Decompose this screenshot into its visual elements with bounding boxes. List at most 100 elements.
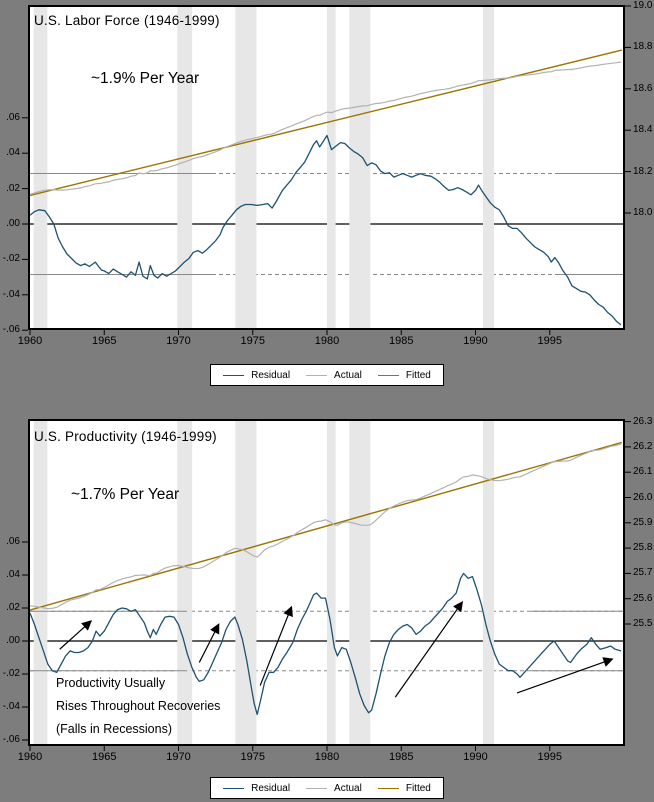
right-tick-label: 25.5 — [633, 618, 653, 629]
recession-band — [235, 421, 257, 744]
right-tick-label: 25.8 — [633, 542, 653, 554]
plot-border — [28, 5, 625, 330]
x-tick-label: 1975 — [240, 335, 265, 347]
x-tick-label: 1980 — [314, 751, 340, 763]
chart2-growth-annotation: ~1.7% Per Year — [71, 486, 180, 503]
recession-band — [349, 421, 371, 744]
right-tick-label: 18.0 — [633, 207, 653, 218]
residual-line-sample — [223, 374, 245, 376]
left-tick-label: .00 — [6, 635, 20, 646]
x-tick-label: 1985 — [389, 751, 414, 763]
legend-item-residual: Residual — [223, 370, 290, 381]
left-tick-label: -.02 — [2, 253, 20, 265]
fitted-series — [29, 49, 622, 197]
legend-item-actual: Actual — [306, 370, 362, 381]
x-tick-label: 1985 — [389, 335, 414, 347]
recovery-arrow — [259, 605, 293, 686]
x-tick-label: 1995 — [537, 335, 562, 347]
recovery-arrow — [394, 600, 464, 698]
chart1-legend: Residual Actual Fitted — [210, 364, 444, 386]
actual-series — [29, 443, 622, 610]
chart2-title: U.S. Productivity (1946-1999) — [34, 429, 217, 444]
x-tick-label: 1960 — [17, 751, 43, 763]
actual-line-sample — [306, 374, 328, 376]
legend-actual-label: Actual — [334, 369, 362, 381]
legend-fitted-label: Fitted — [405, 782, 431, 794]
plot-area — [30, 7, 623, 328]
right-tick-label: 18.6 — [633, 82, 653, 94]
right-tick-label: 18.8 — [633, 41, 653, 53]
x-tick-label: 1960 — [17, 335, 43, 347]
x-tick-label: 1970 — [166, 751, 191, 763]
fitted-line-sample — [377, 374, 399, 376]
chart1-title: U.S. Labor Force (1946-1999) — [34, 13, 220, 28]
recovery-arrow — [198, 623, 220, 663]
recovery-arrow — [516, 657, 614, 694]
recession-band — [349, 7, 371, 328]
recession-band — [327, 421, 336, 744]
x-tick-label: 1965 — [92, 335, 117, 347]
chart2-note-line1: Productivity Usually — [56, 676, 166, 690]
left-tick-label: .02 — [6, 182, 20, 194]
legend-item-residual: Residual — [223, 783, 290, 794]
left-tick-label: -.02 — [2, 668, 20, 679]
recession-band — [235, 7, 257, 328]
right-tick-label: 25.7 — [633, 567, 653, 579]
recession-band — [177, 421, 193, 744]
recession-band — [177, 7, 193, 328]
right-tick-label: 26.1 — [633, 466, 653, 478]
legend-item-fitted: Fitted — [377, 782, 431, 794]
chart2-note-line3: (Falls in Recessions) — [56, 722, 173, 736]
right-tick-label: 18.2 — [633, 165, 653, 177]
residual-series — [29, 572, 622, 716]
plot-border — [28, 419, 625, 746]
chart2-legend: Residual Actual Fitted — [210, 777, 444, 799]
recovery-arrow — [59, 620, 93, 650]
x-tick-label: 1970 — [166, 335, 191, 347]
fitted-series — [29, 441, 622, 611]
left-tick-label: .06 — [6, 111, 20, 123]
chart2-note-line2: Rises Throughout Recoveries — [56, 699, 221, 713]
right-tick-label: 25.9 — [633, 516, 653, 528]
legend-item-fitted: Fitted — [377, 369, 431, 381]
x-tick-label: 1980 — [314, 335, 340, 347]
left-tick-label: -.04 — [2, 288, 20, 300]
legend-residual-label: Residual — [251, 782, 291, 794]
chart1-growth-annotation: ~1.9% Per Year — [91, 70, 200, 87]
left-tick-label: .02 — [6, 602, 20, 613]
right-tick-label: 26.2 — [633, 440, 653, 452]
left-tick-label: .00 — [6, 218, 20, 229]
left-tick-label: -.06 — [2, 734, 20, 745]
recession-band — [33, 7, 48, 328]
x-tick-label: 1990 — [463, 335, 488, 347]
x-tick-label: 1975 — [240, 751, 265, 763]
x-tick-label: 1990 — [463, 751, 488, 763]
chart2-note: Productivity Usually Rises Throughout Re… — [56, 672, 220, 741]
right-tick-label: 18.4 — [633, 124, 653, 136]
recession-band — [327, 7, 336, 328]
recession-band — [482, 7, 495, 328]
actual-series — [29, 61, 622, 195]
legend-item-actual: Actual — [306, 783, 362, 794]
left-tick-label: -.06 — [2, 324, 20, 336]
legend-actual-label: Actual — [334, 782, 362, 794]
legend-fitted-label: Fitted — [405, 369, 431, 381]
left-tick-label: -.04 — [2, 701, 20, 712]
right-tick-label: 25.6 — [633, 592, 653, 604]
residual-line-sample — [223, 787, 245, 789]
recession-band — [33, 421, 48, 744]
residual-series — [29, 134, 622, 326]
right-tick-label: 26.0 — [633, 491, 653, 503]
right-tick-label: 26.3 — [633, 415, 653, 427]
recession-band — [482, 421, 495, 744]
left-tick-label: .04 — [6, 569, 20, 580]
left-tick-label: .06 — [6, 536, 20, 547]
x-tick-label: 1965 — [92, 751, 117, 763]
legend-residual-label: Residual — [251, 369, 291, 381]
x-tick-label: 1995 — [537, 751, 562, 763]
left-tick-label: .04 — [6, 147, 20, 159]
actual-line-sample — [306, 787, 328, 789]
fitted-line-sample — [377, 787, 399, 789]
